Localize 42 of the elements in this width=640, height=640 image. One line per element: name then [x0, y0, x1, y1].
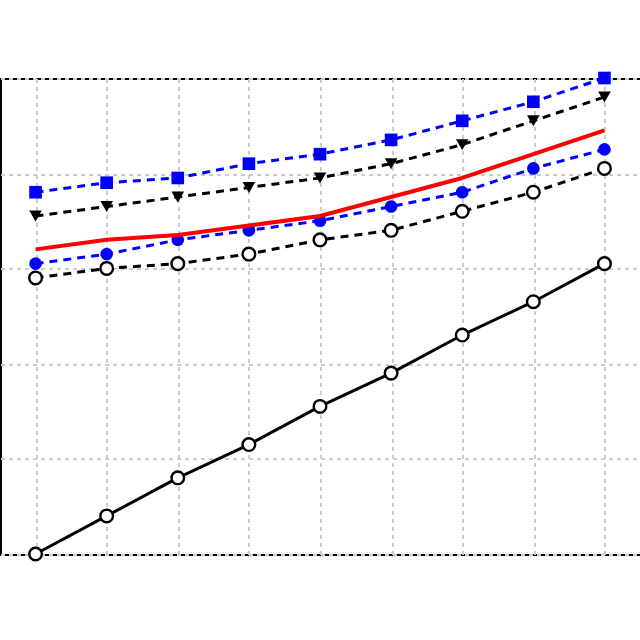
point — [29, 210, 42, 222]
point — [455, 114, 469, 128]
point — [171, 191, 185, 203]
point — [312, 232, 328, 248]
point — [598, 143, 611, 156]
point — [454, 203, 470, 219]
point — [99, 508, 115, 524]
point — [100, 176, 113, 190]
point — [527, 95, 540, 109]
point — [312, 398, 328, 414]
point — [100, 247, 113, 261]
point — [527, 115, 540, 127]
point — [29, 185, 42, 199]
point — [384, 200, 398, 213]
point — [383, 365, 399, 381]
point — [384, 158, 398, 170]
point — [170, 470, 186, 486]
point — [29, 257, 42, 270]
point — [242, 157, 256, 171]
point — [384, 133, 398, 147]
point — [241, 437, 257, 453]
point — [242, 182, 256, 193]
point — [313, 147, 327, 161]
point — [313, 172, 327, 184]
point — [170, 256, 186, 272]
point — [454, 327, 470, 343]
point — [171, 171, 185, 185]
point — [383, 222, 399, 238]
point — [99, 260, 115, 276]
point — [596, 160, 612, 176]
point — [455, 185, 469, 199]
point — [596, 256, 612, 272]
point — [525, 294, 541, 310]
point — [525, 184, 541, 200]
point — [241, 246, 257, 262]
point — [455, 139, 469, 151]
point — [527, 162, 540, 175]
point — [100, 201, 113, 212]
point — [28, 546, 44, 562]
point — [598, 91, 611, 103]
point — [598, 71, 611, 85]
point — [28, 270, 44, 286]
